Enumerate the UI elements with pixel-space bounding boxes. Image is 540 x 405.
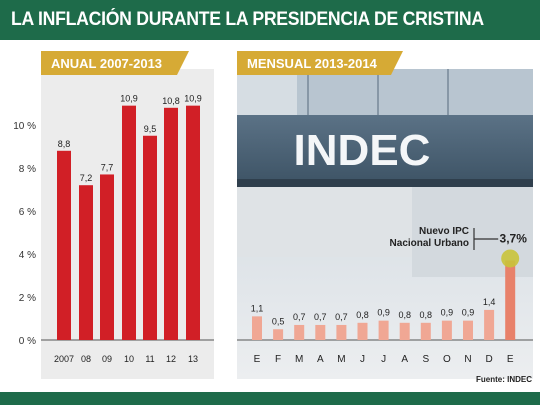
page-title: LA INFLACIÓN DURANTE LA PRESIDENCIA DE C… (11, 9, 484, 30)
y-tick-label: 0 % (19, 336, 36, 347)
monthly-value-label: 0,7 (335, 312, 348, 322)
monthly-bar (378, 320, 389, 340)
y-tick-label: 2 % (19, 293, 36, 304)
annual-category-label: 12 (166, 354, 176, 364)
y-tick-label: 4 % (19, 250, 36, 261)
y-tick-label: 10 % (13, 121, 36, 132)
annotation-line2: Nacional Urbano (390, 238, 469, 249)
monthly-bar (294, 324, 305, 340)
monthly-bar (420, 322, 431, 340)
monthly-bar (315, 324, 326, 340)
monthly-value-label: 0,7 (314, 312, 327, 322)
indec-sign-text: INDEC (294, 126, 431, 175)
monthly-value-label: 0,8 (420, 310, 433, 320)
monthly-category-label: M (337, 354, 345, 365)
monthly-bar (252, 316, 262, 340)
monthly-value-label: 0,7 (293, 312, 306, 322)
monthly-category-label: A (317, 354, 324, 365)
annual-value-label: 10,8 (162, 96, 180, 106)
monthly-value-label: 0,9 (462, 308, 475, 318)
monthly-category-label: J (381, 354, 386, 365)
monthly-category-label: F (275, 354, 281, 365)
y-tick-label: 6 % (19, 207, 36, 218)
monthly-category-label: D (485, 354, 492, 365)
annual-value-label: 7,2 (80, 173, 93, 183)
annual-value-label: 7,7 (101, 162, 114, 172)
monthly-value-label: 0,8 (356, 310, 369, 320)
monthly-bar (441, 320, 452, 340)
annual-value-label: 10,9 (184, 94, 202, 104)
y-tick-label: 8 % (19, 164, 36, 175)
monthly-category-label: J (360, 354, 365, 365)
monthly-bar (273, 329, 284, 340)
annual-category-label: 08 (81, 354, 91, 364)
monthly-category-label: M (295, 354, 303, 365)
highlight-marker (501, 249, 520, 268)
monthly-category-label: E (507, 354, 514, 365)
source-note: Fuente: INDEC (476, 375, 532, 384)
annual-category-label: 10 (124, 354, 134, 364)
tab-monthly: MENSUAL 2013-2014 (237, 51, 403, 75)
annual-category-label: 13 (188, 354, 198, 364)
monthly-bar (357, 322, 368, 340)
annual-category-label: 09 (102, 354, 112, 364)
annual-bar (79, 185, 93, 340)
monthly-bar (336, 324, 347, 340)
annual-category-label: 2007 (54, 354, 74, 364)
monthly-category-label: O (443, 354, 451, 365)
monthly-value-label: 0,8 (398, 310, 411, 320)
annotation-line1: Nuevo IPC (419, 226, 469, 237)
annual-value-label: 10,9 (120, 94, 138, 104)
annual-bar (164, 107, 178, 340)
monthly-value-label: 0,9 (441, 308, 454, 318)
monthly-value-label: 3,7% (500, 231, 528, 245)
footer-rule (0, 392, 540, 405)
monthly-bar (399, 322, 410, 340)
monthly-value-label: 0,9 (377, 308, 390, 318)
annual-bar (100, 174, 114, 340)
monthly-category-label: N (464, 354, 471, 365)
tab-annual: ANUAL 2007-2013 (41, 51, 189, 75)
monthly-category-label: A (401, 354, 408, 365)
monthly-category-label: S (422, 354, 429, 365)
annual-bar (186, 105, 200, 341)
title-bar: LA INFLACIÓN DURANTE LA PRESIDENCIA DE C… (0, 0, 540, 40)
monthly-bar (484, 309, 495, 340)
annual-bar (143, 135, 157, 340)
monthly-bar (505, 260, 516, 340)
monthly-value-label: 1,1 (251, 303, 264, 313)
annual-bar (122, 105, 136, 341)
annual-category-label: 11 (145, 354, 154, 364)
monthly-value-label: 1,4 (483, 297, 496, 307)
monthly-category-label: E (254, 354, 261, 365)
annual-value-label: 8,8 (58, 139, 71, 149)
monthly-value-label: 0,5 (272, 316, 285, 326)
annual-bar (57, 150, 71, 340)
monthly-bar (463, 320, 473, 340)
annual-value-label: 9,5 (144, 124, 157, 134)
